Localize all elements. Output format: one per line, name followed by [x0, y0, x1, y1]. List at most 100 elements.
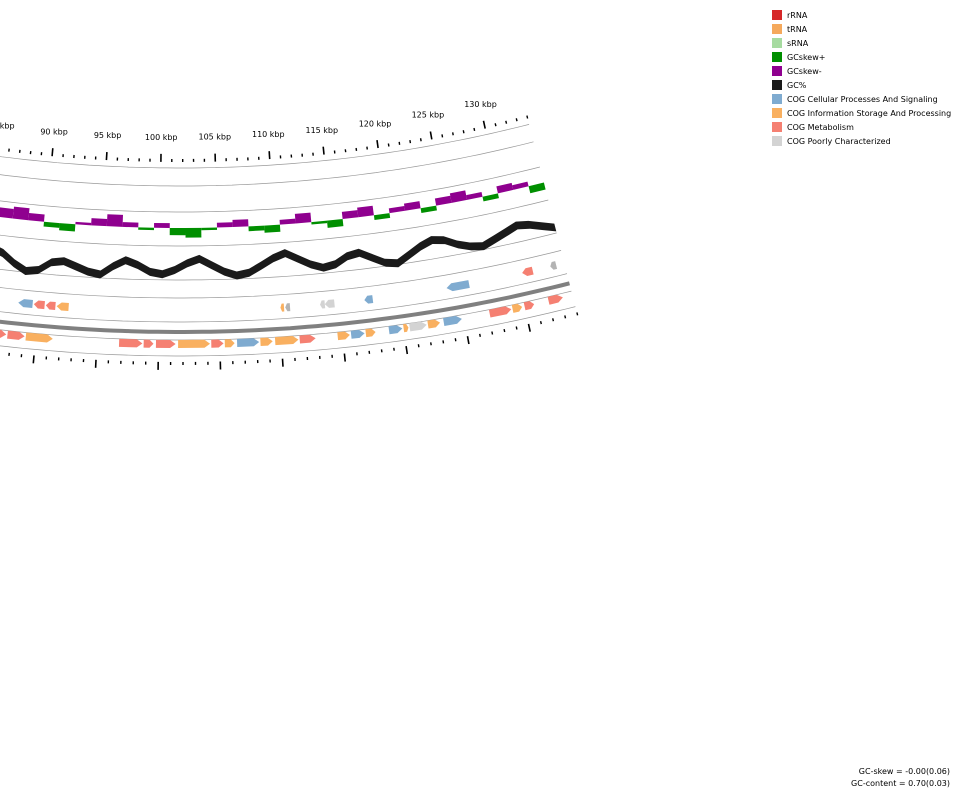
minor-tick [515, 118, 518, 122]
legend-label: COG Poorly Characterized [787, 136, 891, 146]
gene-feature [143, 339, 154, 348]
gc-skew-negative [496, 182, 514, 194]
legend-item: COG Poorly Characterized [772, 134, 951, 148]
gc-skew-positive [373, 213, 391, 220]
major-tick [105, 152, 108, 161]
minor-tick [409, 139, 412, 144]
legend-label: sRNA [787, 38, 809, 48]
gene-feature [550, 261, 558, 270]
gc-skew-negative [434, 195, 452, 206]
major-tick [482, 120, 486, 129]
gc-skew-negative [357, 205, 374, 218]
minor-tick [491, 331, 494, 335]
minor-tick [419, 138, 422, 142]
minor-tick [442, 340, 445, 344]
tick-label: 125 kbp [412, 111, 445, 120]
legend-swatch [772, 108, 782, 118]
gc-skew-negative [403, 201, 421, 211]
track-line [0, 273, 568, 323]
gene-feature [224, 339, 235, 348]
gene-feature [25, 332, 53, 343]
minor-tick [505, 120, 508, 124]
minor-tick [576, 312, 579, 316]
legend-swatch [772, 10, 782, 20]
legend-swatch [772, 66, 782, 76]
minor-tick [430, 342, 432, 346]
gene-feature [211, 339, 224, 348]
gc-skew-negative [341, 210, 359, 220]
minor-tick [503, 328, 506, 333]
legend-swatch [772, 38, 782, 48]
backbone [0, 281, 570, 334]
track-line [0, 199, 549, 247]
gc-skew-positive [138, 227, 155, 231]
major-tick [322, 146, 325, 155]
minor-tick [473, 127, 476, 132]
gc-skew-positive [248, 225, 265, 232]
minor-tick [462, 130, 465, 134]
gc-content-track [0, 220, 557, 280]
gc-skew-positive [169, 227, 186, 236]
legend-item: GC% [772, 78, 951, 92]
gene-feature [299, 334, 316, 344]
legend-swatch [772, 122, 782, 132]
minor-tick [526, 115, 529, 119]
gene-feature [488, 306, 512, 318]
tick-label: 85 kbp [0, 121, 15, 130]
legend-swatch [772, 24, 782, 34]
track-line [0, 124, 530, 169]
gc-skew-negative [449, 190, 468, 203]
minor-tick [387, 143, 390, 147]
gc-skew-positive [528, 182, 546, 194]
gene-feature [364, 295, 374, 304]
gc-skew-negative [0, 207, 14, 219]
gene-feature [280, 303, 285, 312]
minor-tick [417, 344, 420, 348]
track-lines [0, 124, 576, 357]
legend-item: COG Cellular Processes And Signaling [772, 92, 951, 106]
tick-label: 95 kbp [94, 131, 122, 140]
legend-item: COG Metabolism [772, 120, 951, 134]
gc-skew-negative [294, 212, 312, 224]
major-tick [32, 355, 35, 364]
legend-item: sRNA [772, 36, 951, 50]
gene-feature [365, 328, 376, 338]
gene-feature [56, 302, 69, 312]
track-line [0, 166, 540, 213]
legend-item: GCskew- [772, 64, 951, 78]
gc-skew-negative [232, 219, 249, 228]
gc-skew-stat: GC-skew = -0.00(0.06) [858, 767, 950, 776]
gc-skew-positive [482, 193, 499, 202]
major-tick [343, 353, 346, 362]
gene-feature [443, 315, 462, 326]
gc-skew-negative [512, 181, 529, 190]
gene-feature [522, 266, 534, 276]
gc-skew-negative [388, 206, 406, 214]
major-tick [376, 139, 379, 149]
legend-swatch [772, 94, 782, 104]
legend-swatch [772, 80, 782, 90]
legend-label: COG Cellular Processes And Signaling [787, 94, 938, 104]
gc-skew-negative [12, 206, 30, 221]
major-tick [51, 148, 54, 157]
gene-feature [403, 323, 409, 333]
gene-feature [260, 337, 273, 346]
gene-feature [350, 329, 365, 339]
gene-feature [511, 303, 523, 313]
legend-item: rRNA [772, 8, 951, 22]
inner-ruler [8, 115, 529, 162]
minor-tick [479, 333, 481, 337]
tick-label: 105 kbp [198, 133, 231, 142]
major-tick [281, 358, 284, 367]
gene-feature [285, 303, 291, 312]
gc-skew-positive [311, 220, 328, 225]
major-tick [466, 336, 470, 345]
gene-feature [409, 321, 427, 332]
gc-skew-negative [122, 222, 139, 228]
major-tick [405, 345, 409, 355]
gc-skew-negative [466, 192, 483, 200]
gene-feature [274, 336, 299, 346]
gc-skew-negative [216, 222, 233, 228]
track-line [0, 232, 557, 281]
